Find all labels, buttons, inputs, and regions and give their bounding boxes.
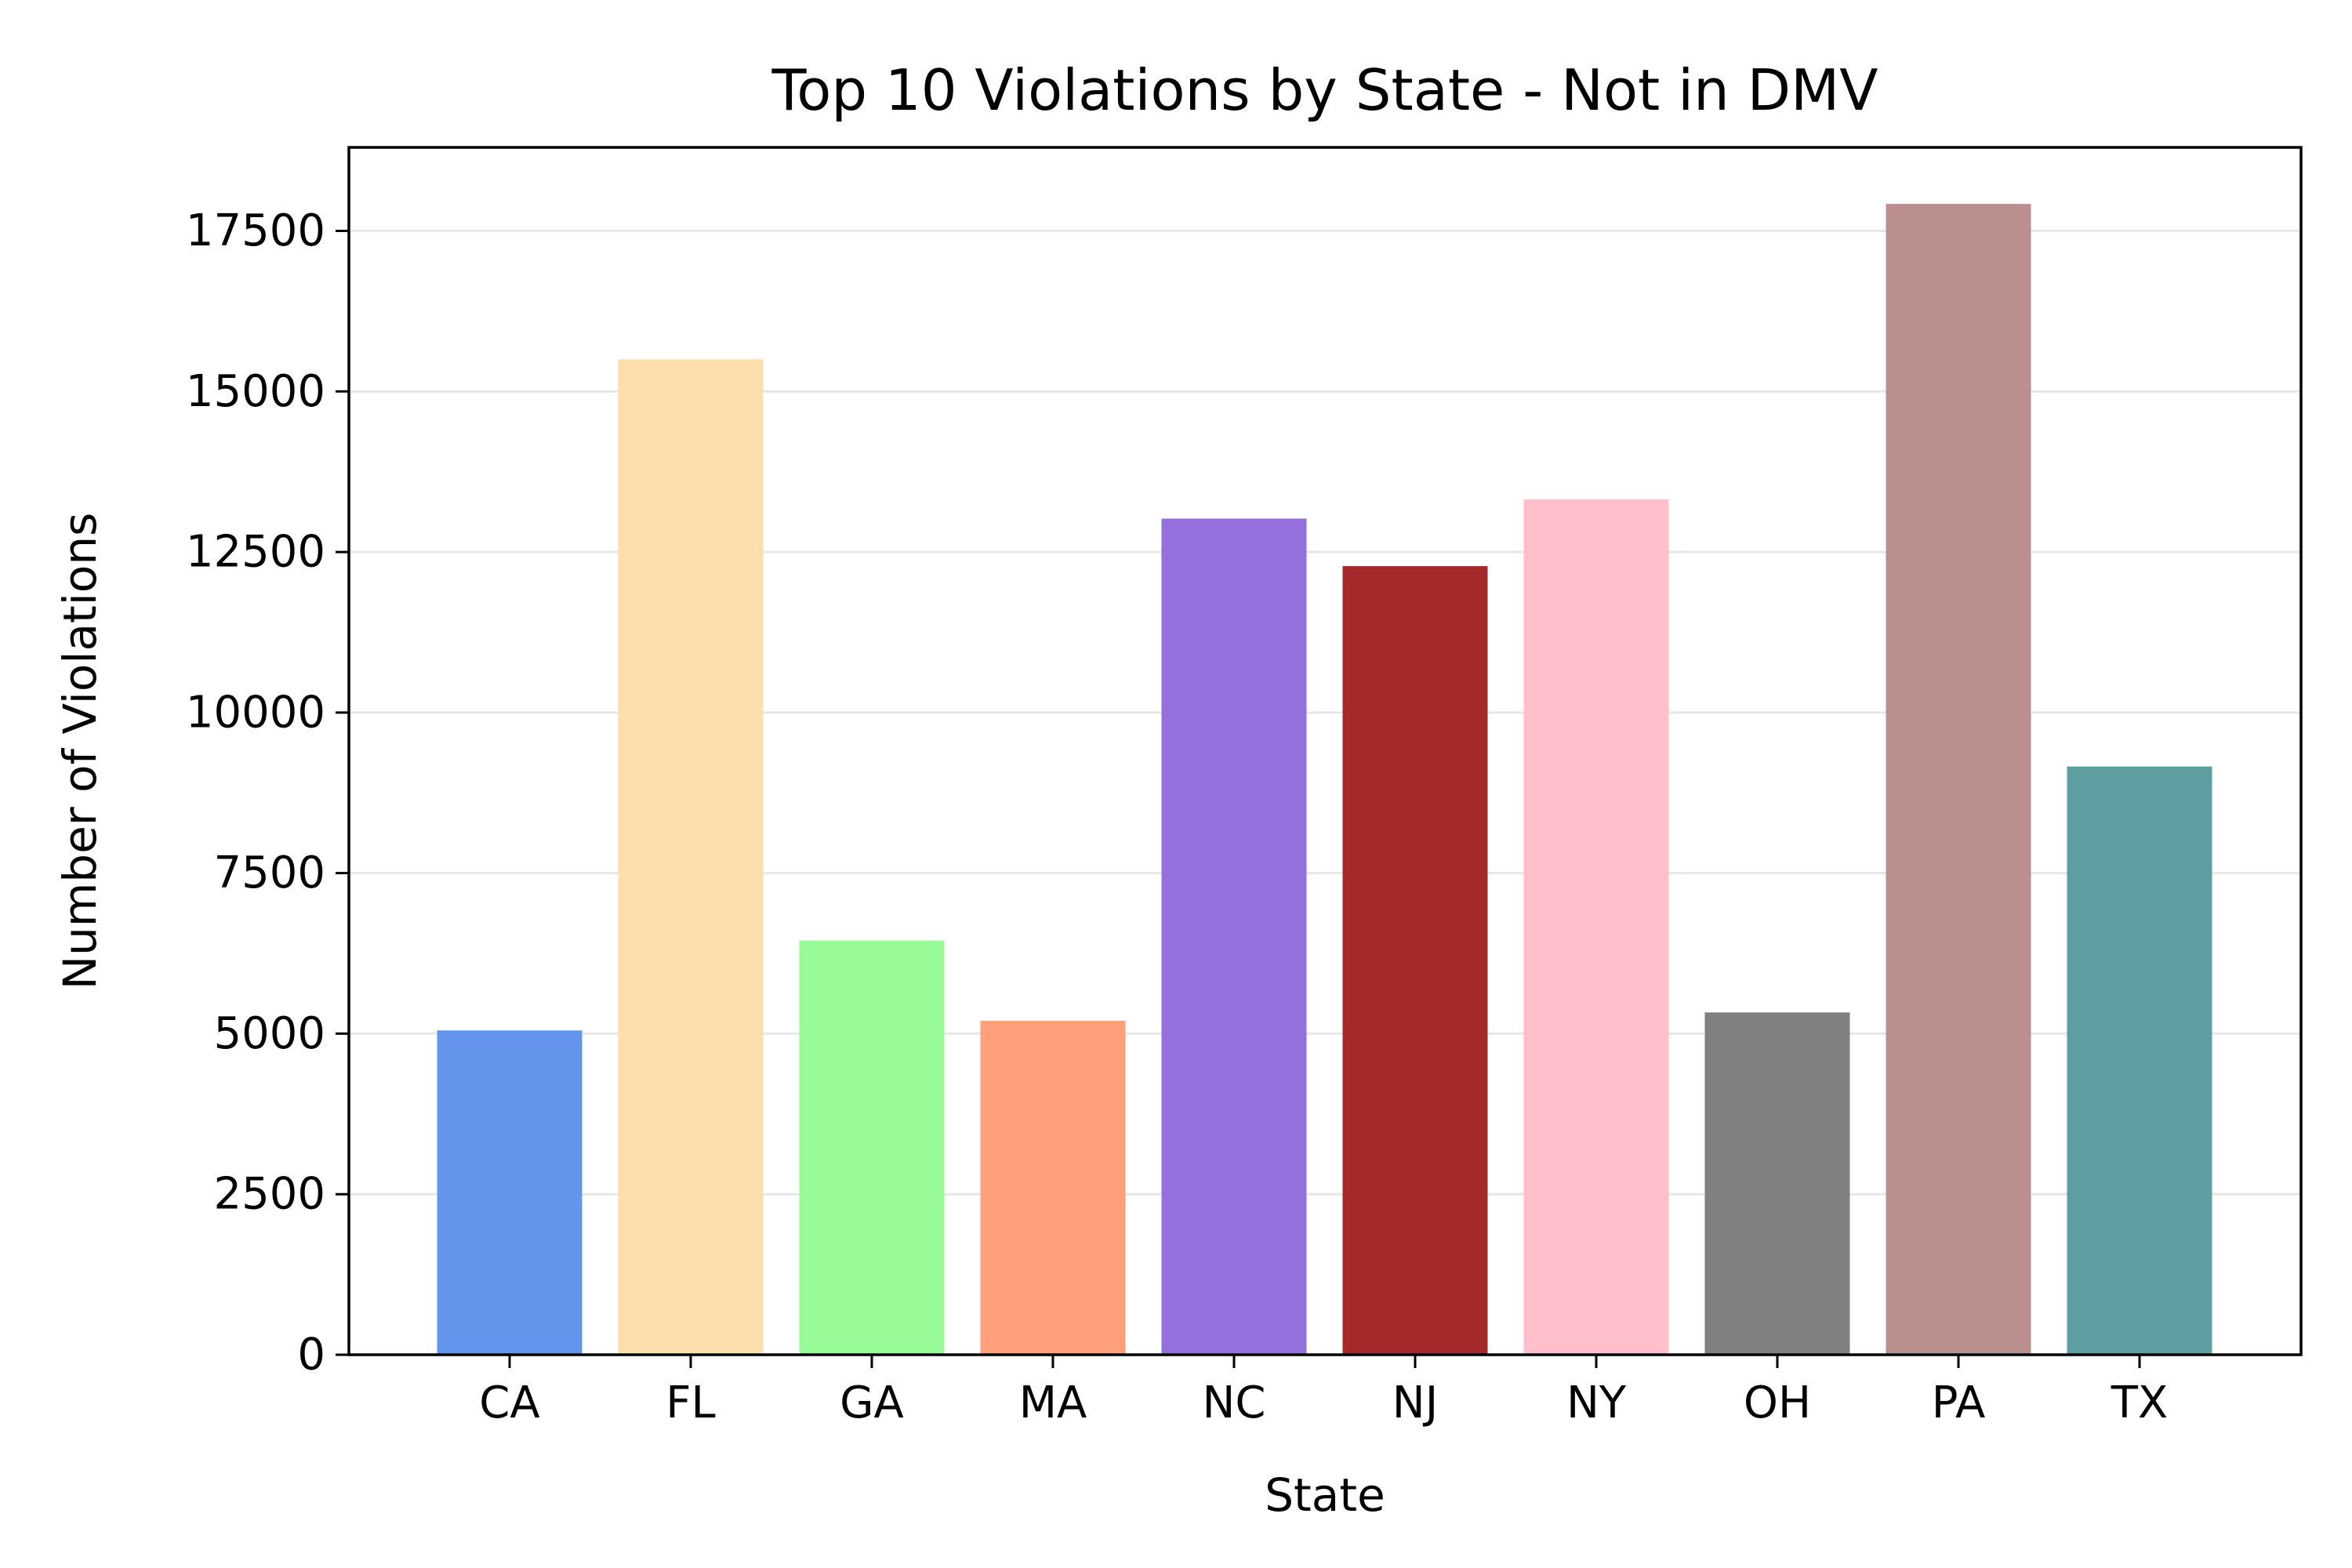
x-tick-label: CA bbox=[479, 1377, 539, 1428]
y-tick-label: 5000 bbox=[213, 1008, 325, 1059]
bar-tx bbox=[2067, 766, 2212, 1355]
x-tick-label: NC bbox=[1203, 1377, 1266, 1428]
y-tick-label: 12500 bbox=[186, 527, 325, 578]
bar-ca bbox=[437, 1030, 583, 1355]
x-tick-label: GA bbox=[840, 1377, 904, 1428]
x-tick-label: NY bbox=[1566, 1377, 1627, 1428]
y-tick-label: 2500 bbox=[213, 1169, 325, 1220]
y-tick-label: 10000 bbox=[186, 687, 325, 738]
y-tick-label: 7500 bbox=[213, 848, 325, 898]
x-tick-label: FL bbox=[666, 1377, 715, 1428]
bar-nj bbox=[1342, 566, 1488, 1355]
bar-oh bbox=[1704, 1012, 1850, 1355]
bar-pa bbox=[1886, 204, 2031, 1356]
y-axis-label: Number of Violations bbox=[53, 513, 107, 990]
x-tick-label: MA bbox=[1019, 1377, 1087, 1428]
y-tick-label: 0 bbox=[297, 1330, 325, 1381]
bar-nc bbox=[1161, 518, 1307, 1356]
bar-ny bbox=[1523, 499, 1669, 1356]
bars bbox=[437, 204, 2212, 1356]
x-axis-label: State bbox=[1265, 1468, 1385, 1522]
bar-ga bbox=[799, 940, 945, 1355]
x-tick-label: TX bbox=[2111, 1377, 2169, 1428]
plot-frame bbox=[347, 146, 2303, 1356]
bar-ma bbox=[980, 1021, 1126, 1355]
x-axis: CA FL GA MA NC NJ NY OH PA TX bbox=[479, 1355, 2168, 1428]
y-tick-label: 17500 bbox=[186, 205, 325, 256]
x-tick-label: PA bbox=[1932, 1377, 1986, 1428]
y-tick-label: 15000 bbox=[186, 366, 325, 417]
x-tick-label: OH bbox=[1744, 1377, 1811, 1428]
bar-fl bbox=[618, 359, 764, 1356]
x-tick-label: NJ bbox=[1392, 1377, 1438, 1428]
chart-title: Top 10 Violations by State - Not in DMV bbox=[771, 57, 1878, 123]
y-axis: 0 2500 5000 7500 10000 12500 15000 17500 bbox=[186, 205, 349, 1381]
